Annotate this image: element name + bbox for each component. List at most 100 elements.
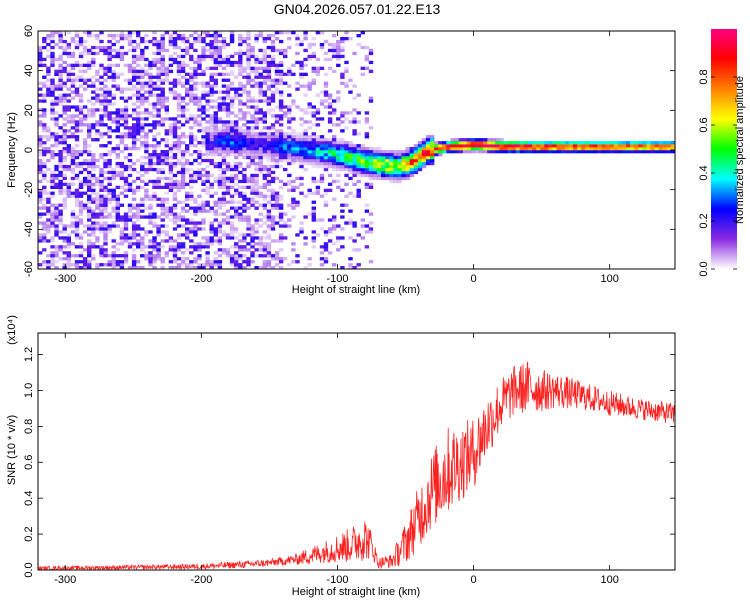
spectrogram-cell [213, 150, 218, 154]
spectrogram-cell [127, 34, 133, 38]
spectrogram-cell [213, 200, 218, 204]
spectrogram-cell [315, 123, 321, 127]
spectrogram-cell [140, 164, 145, 169]
spectrogram-cell [234, 155, 239, 160]
spectrogram-cell [238, 99, 243, 103]
spectrogram-cell [605, 150, 610, 154]
spectrogram-cell [111, 117, 116, 121]
spectrogram-cell [42, 197, 47, 201]
spectrogram-cell [38, 99, 43, 103]
spectrogram-cell [119, 164, 125, 169]
spectrogram-cell [254, 176, 259, 181]
spectrogram-cell [62, 173, 67, 178]
spectrogram-cell [213, 51, 218, 56]
spectrogram-cell [246, 221, 251, 225]
spectrogram-cell [532, 147, 537, 151]
spectrogram-cell [213, 66, 218, 70]
spectrogram-cell [189, 54, 194, 59]
spectrogram-cell [327, 141, 333, 145]
spectrogram-cell [131, 215, 137, 219]
spectrogram-cell [556, 147, 561, 151]
spectrogram-cell [46, 72, 51, 76]
spectrogram-cell [54, 123, 59, 127]
spectrogram-cell [229, 197, 235, 201]
spectrogram-cell [74, 194, 80, 198]
spectrogram-cell [221, 248, 227, 252]
spectrogram-cell [409, 147, 414, 151]
spectrogram-cell [299, 135, 304, 139]
spectrogram-cell [217, 102, 223, 106]
spectrogram-cell [152, 185, 157, 189]
spectrogram-cell [242, 233, 247, 237]
spectrogram-cell [287, 147, 292, 151]
spectrogram-cell [201, 179, 206, 184]
spectrogram-cell [50, 218, 55, 222]
spectrogram-cell [160, 34, 165, 38]
spectrogram-cell [131, 57, 137, 62]
spectrogram-cell [66, 105, 71, 109]
spectrogram-cell [180, 108, 186, 112]
spectrogram-cell [266, 254, 272, 258]
spectrogram-cell [87, 108, 92, 112]
spectrogram-cell [364, 203, 370, 207]
spectrogram-cell [107, 263, 112, 267]
spectrogram-cell [274, 48, 280, 53]
spectrogram-cell [140, 51, 145, 56]
spectrogram-cell [213, 212, 218, 216]
spectrogram-cell [262, 54, 267, 59]
spectrogram-cell [601, 147, 606, 151]
spectrogram-cell [201, 81, 206, 85]
spectrogram-cell [352, 194, 357, 198]
spectrogram-cell [136, 129, 141, 133]
spectrogram-cell [348, 257, 353, 261]
spectrogram-cell [172, 215, 178, 219]
spectrogram-cell [131, 179, 137, 184]
spectrogram-cell [115, 254, 120, 258]
spectrogram-cell [266, 200, 272, 204]
spectrogram-cell [421, 164, 427, 169]
spectrogram-cell [156, 84, 161, 88]
spectrogram-cell [217, 108, 223, 112]
spectrogram-cell [38, 191, 43, 195]
spectrogram-cell [397, 170, 402, 175]
spectrogram-cell [62, 197, 67, 201]
spectrogram-cell [479, 141, 484, 145]
spectrogram-cell [42, 147, 47, 151]
spectrogram-cell [148, 167, 153, 172]
spectrogram-cell [303, 57, 308, 62]
spectrogram-cell [577, 150, 582, 154]
spectrogram-cell [197, 96, 202, 100]
spectrogram-cell [99, 224, 104, 228]
spectrogram-cell [160, 117, 165, 121]
spectrogram-cell [152, 167, 157, 172]
spectrogram-cell [123, 233, 129, 237]
spectrogram-cell [340, 129, 345, 133]
spectrogram-cell [78, 93, 84, 97]
spectrogram-cell [152, 114, 157, 118]
spectrogram-cell [221, 176, 227, 181]
spectrogram-cell [295, 147, 300, 151]
spectrogram-cell [213, 105, 218, 109]
spectrogram-cell [74, 135, 80, 139]
spectrogram-cell [58, 63, 63, 67]
spectrogram-cell [291, 197, 296, 201]
spectrogram-cell [540, 144, 545, 148]
spectrogram-cell [107, 129, 112, 133]
spectrogram-cell [311, 239, 316, 243]
spectrogram-cell [258, 245, 263, 249]
spectrogram-cell [360, 66, 365, 70]
spectrogram-cell [164, 191, 169, 195]
spectrogram-cell [209, 209, 214, 213]
spectrogram-cell [152, 260, 157, 264]
spectrogram-cell [425, 155, 431, 160]
spectrogram-cell [246, 75, 251, 79]
spectrogram-cell [221, 218, 227, 222]
spectrogram-cell [532, 141, 537, 145]
spectrogram-cell [99, 144, 104, 148]
spectrogram-cell [430, 161, 435, 166]
spectrogram-cell [221, 84, 227, 88]
spectrogram-cell [58, 236, 63, 240]
spectrogram-cell [254, 141, 259, 145]
spectrogram-cell [62, 155, 67, 160]
spectrogram-cell [164, 132, 169, 136]
